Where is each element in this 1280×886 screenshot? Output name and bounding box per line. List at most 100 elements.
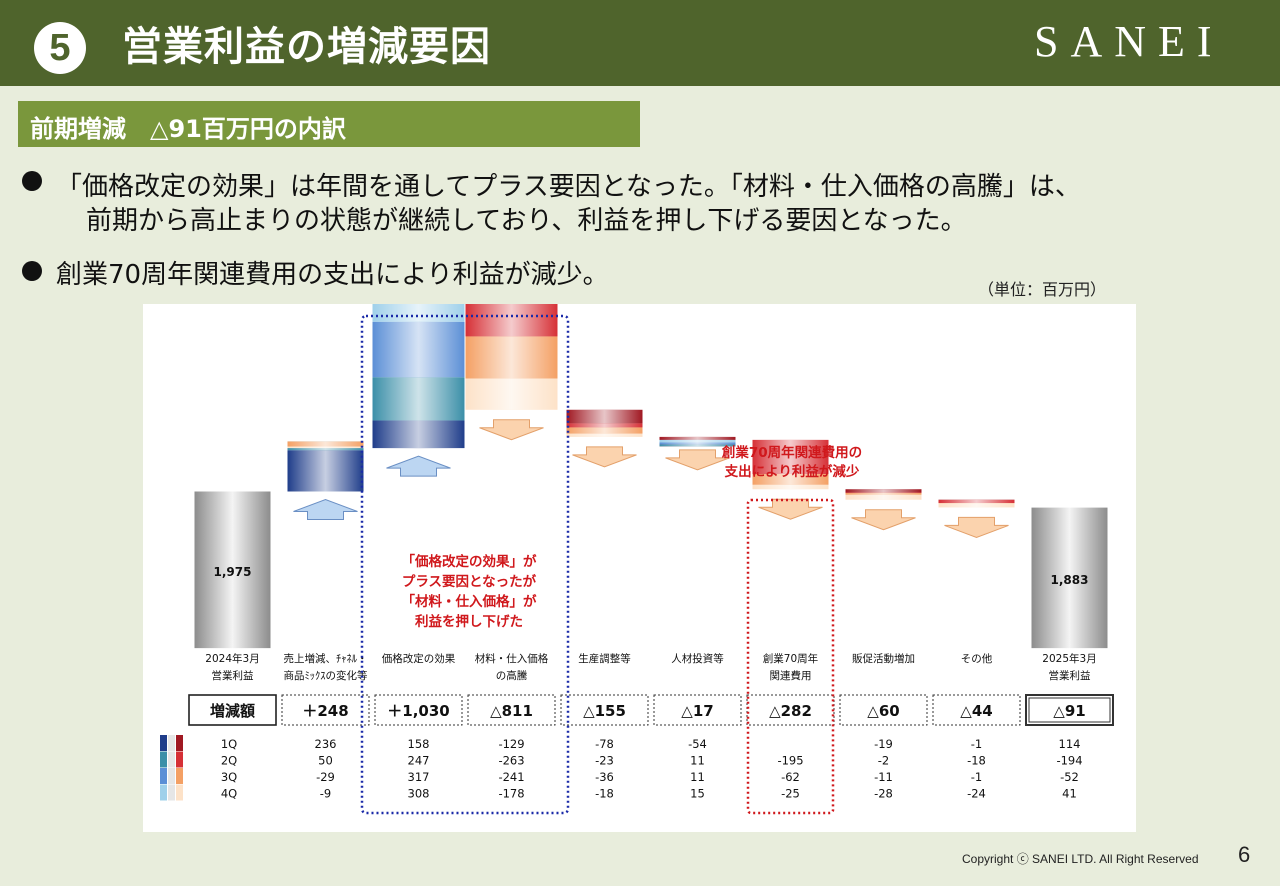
change-value: △91 (1053, 702, 1085, 720)
quarter-label: 1Q (221, 737, 237, 751)
category-label: の高騰 (496, 669, 528, 682)
change-box-inner (1028, 697, 1111, 723)
category-label: 材料・仕入価格 (475, 652, 549, 665)
change-value: △282 (769, 702, 812, 720)
bar-shine (659, 439, 736, 443)
quarter-label: 3Q (221, 770, 237, 784)
bar-shine (659, 442, 736, 445)
quarter-value: -18 (595, 787, 614, 801)
bar-shine (465, 378, 558, 410)
bar-shine (287, 441, 364, 447)
bar-shine (465, 336, 558, 379)
quarter-value: 114 (1059, 737, 1081, 751)
bar-total-0 (194, 491, 271, 649)
legend-swatch-positive (160, 784, 167, 801)
change-box (560, 694, 649, 726)
down-arrow-icon (851, 509, 916, 531)
quarter-value: -25 (781, 787, 800, 801)
copyright-text: Copyright ⓒ SANEI LTD. All Right Reserve… (962, 852, 1199, 866)
quarter-label: 2Q (221, 754, 237, 768)
legend-swatch-positive (160, 768, 167, 784)
unit-label: （単位：百万円） (978, 280, 1107, 299)
bar-shine (372, 420, 465, 449)
page-title: 営業利益の増減要因 (122, 24, 491, 70)
quarter-value: 247 (408, 754, 430, 768)
subtitle-text: 前期増減 △91百万円の内訳 (30, 115, 346, 143)
bar-shine (566, 427, 643, 434)
category-label: 営業利益 (1049, 669, 1091, 682)
bar-value-label: 1,975 (214, 565, 252, 579)
bullet-dot (22, 261, 42, 281)
quarter-value: 308 (408, 787, 430, 801)
quarter-value: -1 (971, 737, 982, 751)
change-box (374, 694, 463, 726)
category-label: その他 (961, 652, 993, 665)
header-bar: 5 営業利益の増減要因 SANEI (0, 0, 1280, 86)
subtitle-bar: 前期増減 △91百万円の内訳 (18, 101, 640, 147)
up-arrow-icon (386, 455, 451, 477)
down-arrow-icon (572, 446, 637, 468)
company-logo: SANEI (1034, 17, 1224, 66)
price-annotation-line: 利益を押し下げた (415, 613, 523, 630)
quarter-value: -241 (498, 770, 524, 784)
change-value: ＋248 (302, 702, 348, 720)
legend-swatch-negative (176, 751, 183, 768)
category-label: 価格改定の効果 (382, 652, 456, 665)
quarter-value: -19 (874, 737, 893, 751)
price-annotation-line: プラス要因となったが (402, 573, 537, 590)
change-box (281, 694, 370, 726)
bullet-1-line-1: 「価格改定の効果」は年間を通してプラス要因となった。「材料・仕入価格の高騰」は、 (56, 172, 1081, 202)
anniversary-annotation-line: 創業70周年関連費用の (721, 444, 862, 461)
quarter-value: 11 (690, 770, 705, 784)
down-arrow-icon (944, 516, 1009, 538)
category-label: 販促活動増加 (852, 652, 915, 665)
quarter-value: 236 (315, 737, 337, 751)
page-number: 6 (1238, 842, 1251, 867)
quarter-value: -11 (874, 770, 893, 784)
quarter-value: -129 (498, 737, 524, 751)
price-annotation-line: 「価格改定の効果」が (402, 553, 537, 570)
change-value: △155 (583, 702, 626, 720)
quarter-value: -9 (320, 787, 331, 801)
category-label: 創業70周年 (763, 652, 818, 665)
quarter-value: -18 (967, 754, 986, 768)
total-label: 増減額 (210, 702, 255, 720)
quarter-value: -36 (595, 770, 614, 784)
quarter-value: 158 (408, 737, 430, 751)
quarter-value: 317 (408, 770, 430, 784)
chart-panel: 1,975 2024年3月 営業利益 増減額 売上増減、ﾁｬﾈﾙ・ 商品ﾐｯｸｽの変化等 ＋… (143, 267, 1136, 832)
quarter-value: -178 (498, 787, 524, 801)
bar-shine (845, 489, 922, 493)
quarter-value: 50 (318, 754, 333, 768)
bar-shine (566, 409, 643, 424)
bar-shine (372, 267, 465, 322)
bar-shine (845, 494, 922, 500)
section-number-badge: 5 (34, 22, 86, 74)
quarter-value: -29 (316, 770, 335, 784)
quarter-value: -194 (1056, 754, 1082, 768)
change-box (1025, 694, 1114, 726)
down-arrow-icon (665, 449, 730, 471)
bullet-dot (22, 171, 42, 191)
category-label: 人材投資等 (671, 652, 724, 665)
category-label: 生産調整等 (578, 652, 631, 665)
quarter-value: 11 (690, 754, 705, 768)
price-annotation-line: 「材料・仕入価格」が (402, 593, 537, 610)
category-label: 営業利益 (212, 669, 254, 682)
quarter-value: -195 (777, 754, 803, 768)
bar-value-label: 1,883 (1051, 573, 1089, 587)
bar-shine (372, 321, 465, 378)
bar-shine (938, 499, 1015, 504)
bar-shine (752, 439, 829, 474)
legend-swatch-positive (160, 751, 167, 768)
bar-shine (566, 423, 643, 428)
category-label: 売上増減、ﾁｬﾈﾙ・ (284, 652, 368, 665)
change-value: △17 (681, 702, 713, 720)
down-arrow-icon (479, 419, 544, 441)
bar-shine (752, 474, 829, 485)
category-label: 商品ﾐｯｸｽの変化等 (284, 669, 368, 682)
bar-shine (566, 433, 643, 437)
legend-swatch-neutral (168, 751, 175, 768)
change-value: △811 (490, 702, 533, 720)
